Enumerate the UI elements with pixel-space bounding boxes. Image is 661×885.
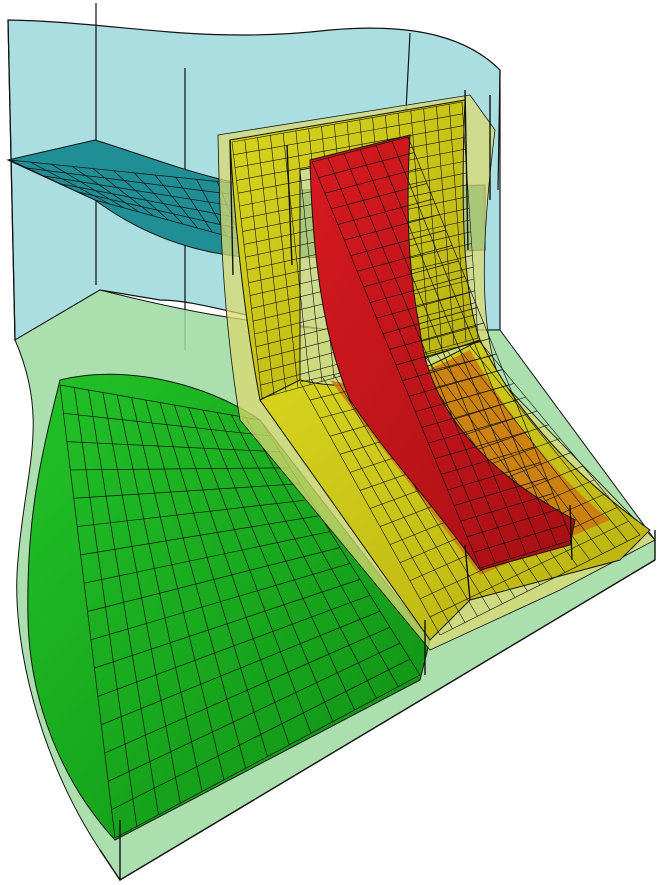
mesh-line <box>83 531 331 584</box>
mesh-line <box>337 198 434 225</box>
red-surface-grid <box>311 136 573 569</box>
cyan-edge-5 <box>497 69 501 191</box>
mesh-line <box>154 174 198 229</box>
mesh-line <box>71 166 140 213</box>
mesh-line <box>231 101 463 143</box>
plate-edge-2 <box>286 144 293 266</box>
plate-edges <box>99 89 656 881</box>
mesh-line <box>389 322 484 350</box>
mesh-line <box>447 462 541 491</box>
mesh-line <box>97 594 371 697</box>
plate-edge-3 <box>464 89 469 251</box>
mesh-line <box>234 125 464 168</box>
mesh-line <box>370 276 465 303</box>
mesh-line <box>51 163 125 209</box>
mesh-line <box>30 161 110 205</box>
mesh-line <box>395 338 491 366</box>
mesh-line <box>466 508 560 538</box>
mesh-line <box>134 172 184 225</box>
mesh-line <box>92 168 154 217</box>
mesh-line <box>421 400 516 428</box>
mesh-line <box>77 499 311 527</box>
mesh-line <box>175 176 213 233</box>
mesh-line <box>350 229 446 257</box>
plate-edge-1 <box>229 139 234 276</box>
mesh-line <box>94 579 361 669</box>
mesh-line <box>233 113 463 156</box>
mesh-line <box>104 626 391 754</box>
mesh-line <box>9 159 96 201</box>
mesh-line <box>429 520 629 618</box>
mesh-line <box>90 563 351 641</box>
red-surface-fill <box>309 134 576 571</box>
mesh-line <box>63 412 271 437</box>
mesh-line <box>113 170 169 221</box>
mesh-line <box>363 260 459 288</box>
green-surface <box>27 373 431 841</box>
mesh-line <box>324 167 421 194</box>
mesh-line <box>80 515 321 556</box>
mesh-line <box>357 245 453 272</box>
bottom-edge <box>99 559 656 881</box>
cyan-edge-4 <box>7 19 16 341</box>
mesh-line <box>101 610 381 726</box>
mesh-line <box>402 353 497 381</box>
mesh-line <box>441 446 535 475</box>
mesh-line <box>473 524 566 553</box>
plate-edge-5 <box>464 544 471 601</box>
mesh-line <box>344 214 440 241</box>
mesh-line <box>107 642 401 782</box>
mesh-line <box>331 183 428 210</box>
mesh-line <box>479 539 573 569</box>
mesh-line <box>111 658 411 810</box>
mesh-line <box>408 369 503 397</box>
mesh-line <box>382 307 478 335</box>
mesh-line <box>439 534 641 636</box>
mesh-line <box>66 441 281 453</box>
mesh-line <box>311 136 409 163</box>
mesh-line <box>59 384 261 421</box>
mesh-line <box>114 674 421 839</box>
mesh-line <box>318 152 415 178</box>
mesh-line <box>454 477 547 506</box>
red-surface <box>309 134 576 571</box>
plate-edge-6 <box>569 504 573 561</box>
mesh-line <box>415 384 510 413</box>
mesh-line <box>70 467 291 471</box>
mesh-line <box>73 483 301 499</box>
green-surface-grid <box>59 384 421 839</box>
mesh-line <box>434 431 528 460</box>
mesh-line <box>87 547 341 612</box>
mesh-line <box>428 415 522 444</box>
mesh-line <box>376 291 472 319</box>
mesh-line <box>460 493 554 522</box>
